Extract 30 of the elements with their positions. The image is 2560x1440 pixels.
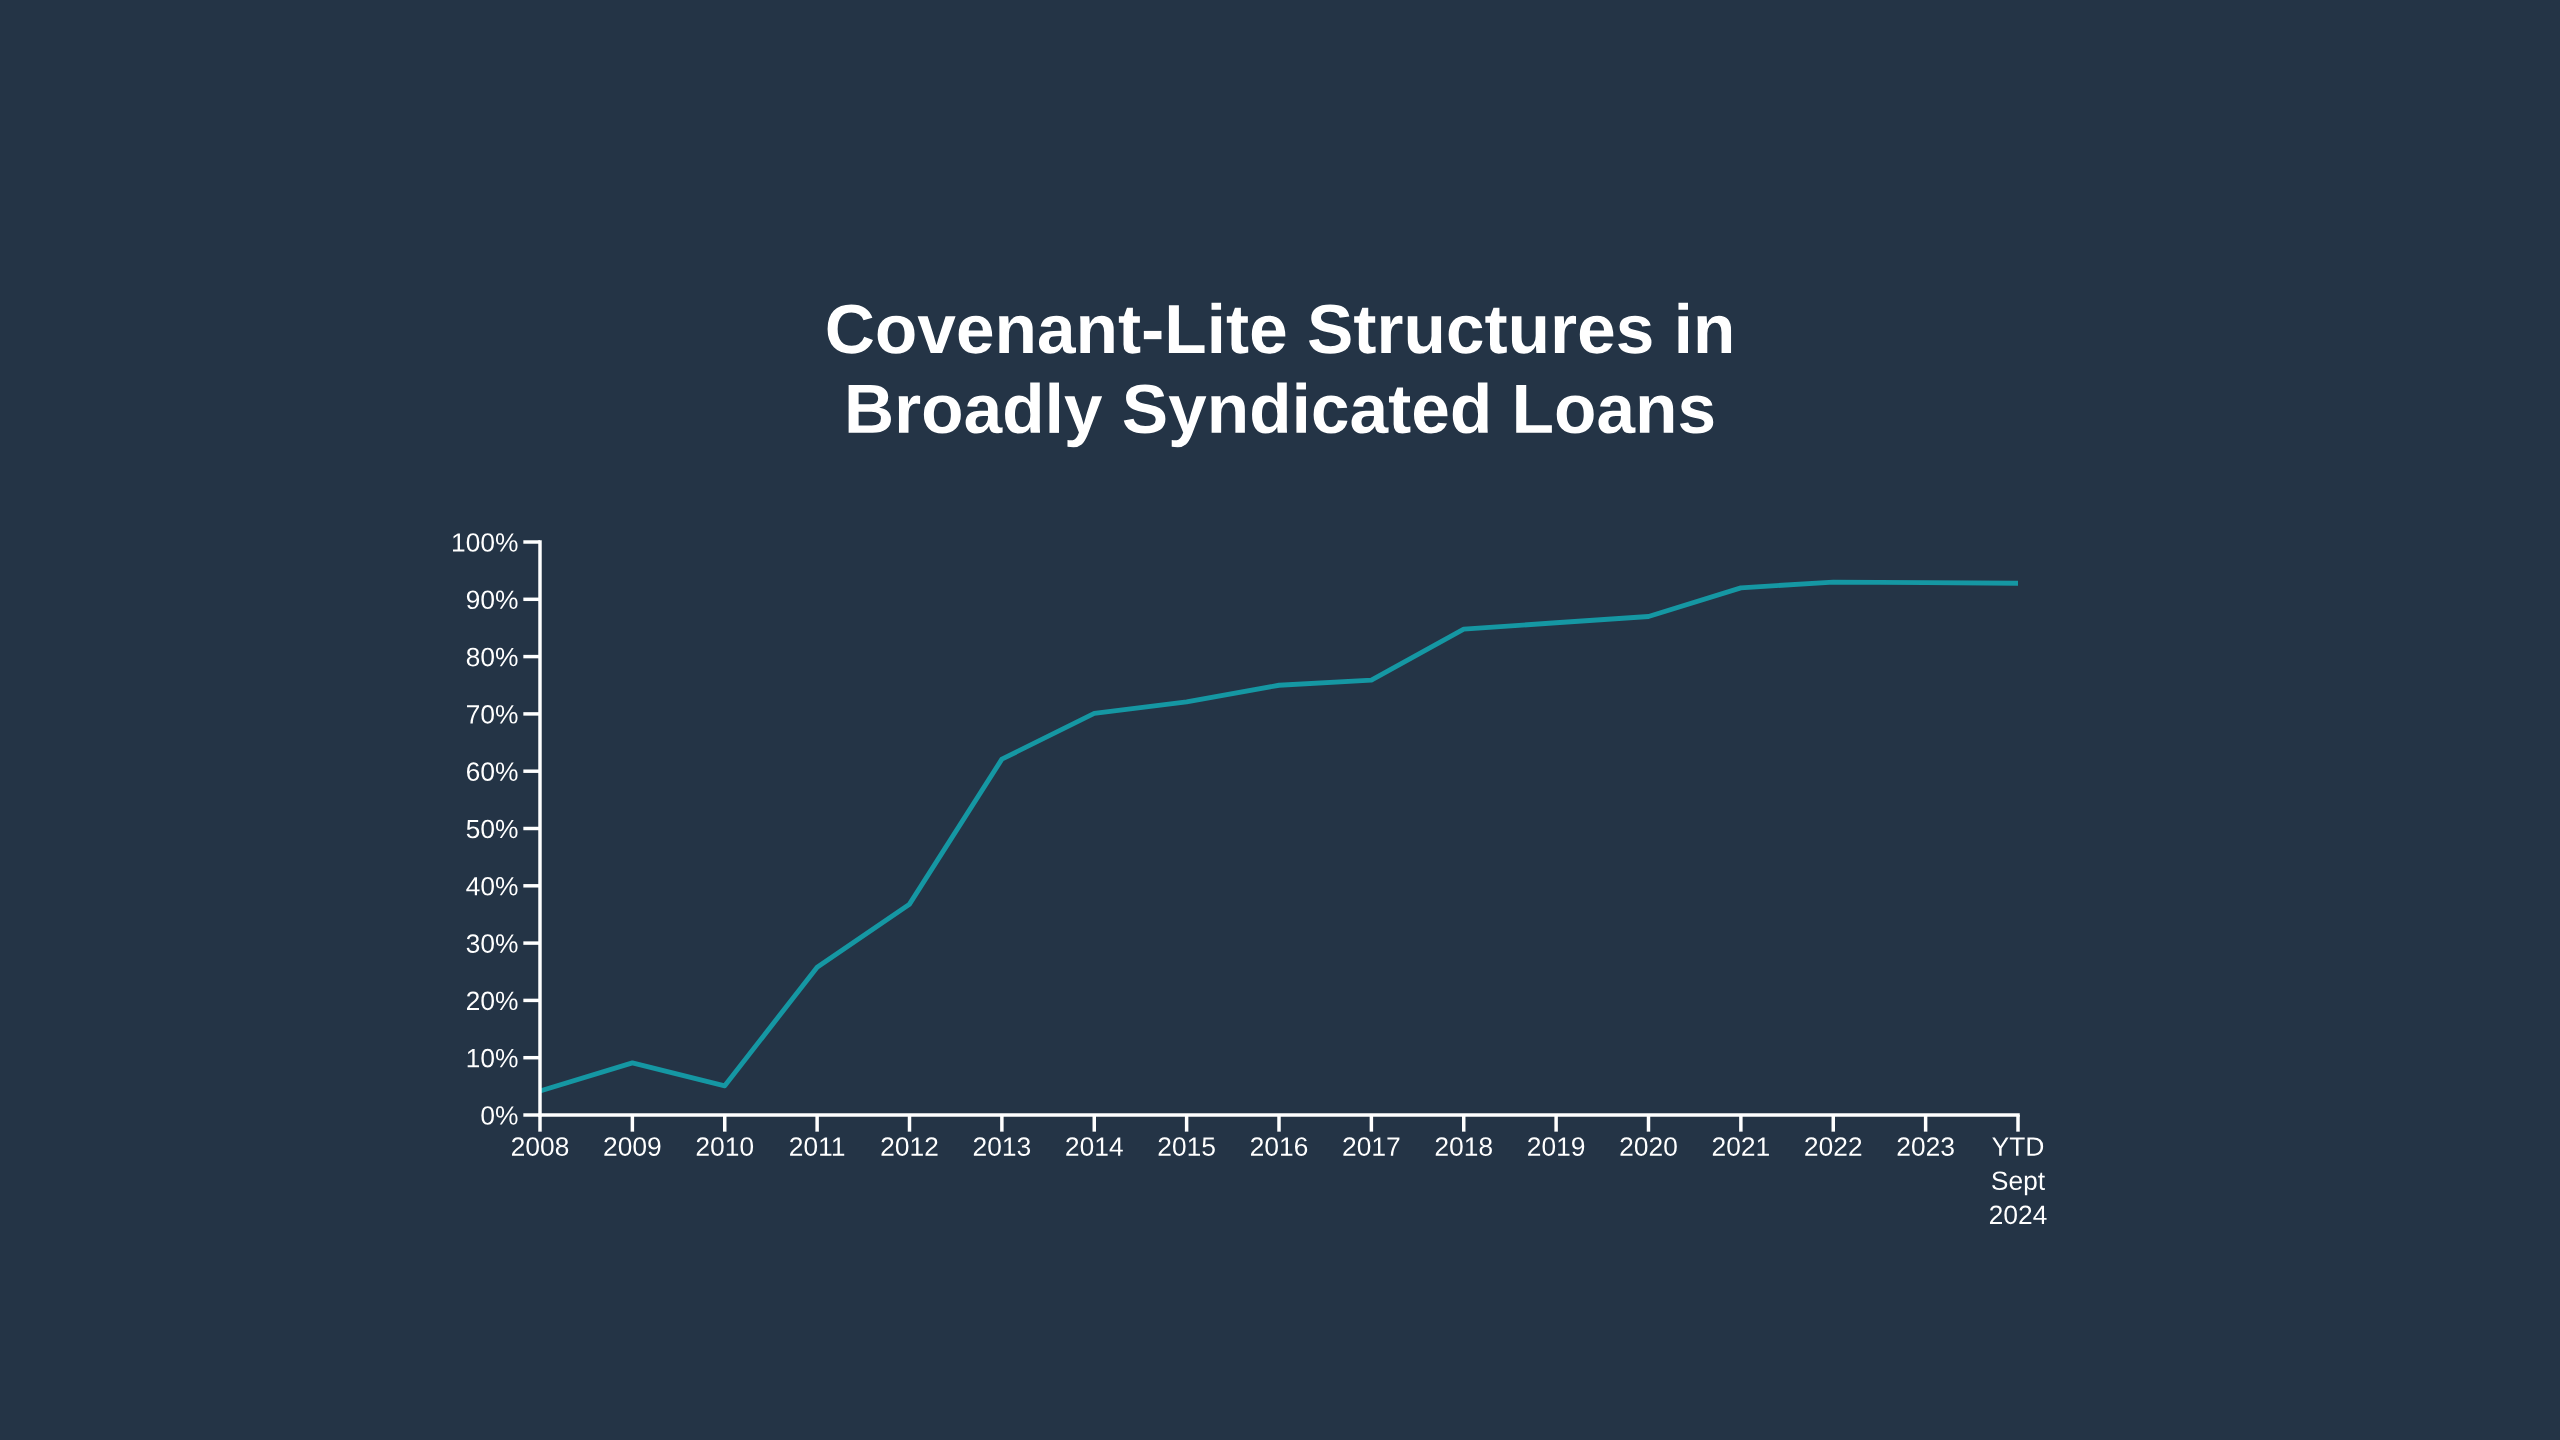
x-tick-label: 2020 xyxy=(1620,1137,1677,1156)
line-series xyxy=(540,579,2018,1094)
x-tick-label: YTD Sept 2024 xyxy=(1989,1137,2047,1225)
y-tick-label: 0% xyxy=(481,1106,518,1125)
x-tick-label: 2019 xyxy=(1528,1137,1585,1156)
y-tick-label: 100% xyxy=(452,533,518,552)
y-tick-label: 90% xyxy=(466,590,518,610)
y-tick-label: 80% xyxy=(466,647,518,667)
x-tick-label: 2013 xyxy=(973,1137,1031,1156)
x-tick-label: 2014 xyxy=(1066,1137,1123,1156)
y-tick-label: 60% xyxy=(467,762,518,782)
x-tick-label: 2010 xyxy=(696,1137,754,1156)
x-tick-label: 2022 xyxy=(1805,1137,1862,1156)
x-tick-label: 2012 xyxy=(881,1137,938,1156)
x-tick-label: 2009 xyxy=(604,1137,661,1156)
x-tick-label: 2016 xyxy=(1250,1137,1308,1156)
chart-title: Covenant-Lite Structures in Broadly Syndicated Loans xyxy=(827,302,1732,448)
y-tick-label: 40% xyxy=(466,876,518,896)
x-tick-label: 2023 xyxy=(1897,1137,1954,1156)
x-tick-label: 2011 xyxy=(790,1137,845,1156)
x-tick-label: 2018 xyxy=(1435,1137,1492,1156)
x-tick-label: 2015 xyxy=(1158,1137,1215,1156)
y-tick-label: 20% xyxy=(466,991,518,1011)
x-tick-label: 2008 xyxy=(511,1137,569,1156)
y-tick-label: 70% xyxy=(467,705,518,724)
x-tick-label: 2017 xyxy=(1343,1137,1400,1156)
y-tick-label: 10% xyxy=(467,1048,518,1068)
y-tick-label: 30% xyxy=(466,934,518,953)
y-tick-label: 50% xyxy=(466,819,518,839)
x-tick-label: 2021 xyxy=(1712,1137,1769,1156)
